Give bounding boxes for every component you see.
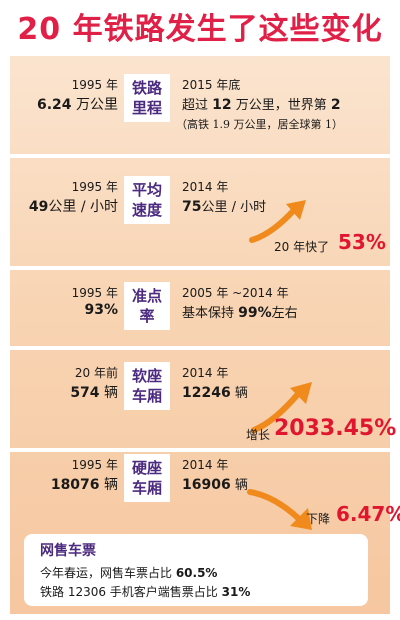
hard-seat-2014-year: 2014 年 — [182, 458, 229, 472]
soft-seat-change-label: 增长 — [246, 428, 271, 442]
mileage-1995-year: 1995 年 — [71, 78, 118, 92]
speed-change-value: 53% — [338, 230, 386, 254]
label-hard-seat-cars: 硬座 车厢 — [124, 454, 170, 502]
soft-seat-change-value: 2033.45% — [274, 416, 397, 441]
label-average-speed: 平均 速度 — [124, 176, 170, 224]
punctuality-period: 2005 年 ~2014 年 — [182, 286, 289, 300]
punctuality-recent-value: 基本保持 99%左右 — [182, 305, 298, 321]
speed-2014-value: 75公里 / 小时 — [182, 199, 267, 215]
down-arrow-icon — [247, 489, 312, 530]
up-arrow-icon — [251, 382, 312, 433]
hard-seat-1995-year: 1995 年 — [71, 458, 118, 472]
row-divider — [10, 154, 390, 158]
mileage-2015-year: 2015 年底 — [182, 78, 241, 92]
label-railway-mileage: 铁路 里程 — [124, 74, 170, 122]
up-arrow-icon — [249, 200, 306, 243]
online-ticket-share-line: 今年春运，网售车票占比 60.5% — [40, 566, 218, 580]
row-railway-mileage: 1995 年 6.24 万公里 铁路 里程 2015 年底 超过 12 万公里，… — [10, 56, 390, 154]
soft-seat-past-year: 20 年前 — [74, 366, 118, 380]
speed-1995-year: 1995 年 — [71, 180, 118, 194]
soft-seat-2014-value: 12246 辆 — [182, 385, 248, 401]
punctuality-1995-value: 93% — [84, 302, 118, 318]
row-average-speed: 1995 年 49公里 / 小时 平均 速度 2014 年 75公里 / 小时 … — [10, 158, 390, 266]
speed-2014-year: 2014 年 — [182, 180, 229, 194]
soft-seat-past-value: 574 辆 — [70, 385, 118, 401]
row-hard-seat-cars: 1995 年 18076 辆 硬座 车厢 2014 年 16906 辆 下降 6… — [10, 452, 400, 532]
hard-seat-2014-value: 16906 辆 — [182, 477, 248, 493]
hard-seat-change-value: 6.47% — [336, 502, 400, 526]
row-divider — [10, 266, 390, 270]
row-soft-seat-cars: 20 年前 574 辆 软座 车厢 2014 年 12246 辆 增长 2033… — [10, 350, 396, 448]
speed-1995-value: 49公里 / 小时 — [28, 199, 118, 215]
speed-change-label: 20 年快了 — [274, 240, 330, 254]
punctuality-1995-year: 1995 年 — [71, 286, 118, 300]
mileage-2015-value: 超过 12 万公里，世界第 2 — [182, 97, 341, 113]
hard-seat-1995-value: 18076 辆 — [50, 477, 118, 493]
row-punctuality: 1995 年 93% 准点 率 2005 年 ~2014 年 基本保持 99%左… — [10, 270, 390, 346]
mobile-ticket-share-line: 铁路 12306 手机客户端售票占比 31% — [40, 585, 251, 599]
mileage-1995-value: 6.24 万公里 — [37, 97, 118, 113]
soft-seat-2014-year: 2014 年 — [182, 366, 229, 380]
page-title: 20 年铁路发生了这些变化 — [17, 12, 383, 47]
label-punctuality: 准点 率 — [124, 282, 170, 330]
online-ticket-title: 网售车票 — [40, 543, 96, 559]
label-soft-seat-cars: 软座 车厢 — [124, 362, 170, 410]
online-ticket-box: 网售车票 今年春运，网售车票占比 60.5% 铁路 12306 手机客户端售票占… — [24, 534, 368, 606]
high-speed-note: （高铁 1.9 万公里，居全球第 1） — [176, 118, 343, 131]
hard-seat-change-label: 下降 — [306, 512, 331, 526]
row-divider — [10, 346, 390, 350]
infographic-panel: 1995 年 6.24 万公里 铁路 里程 2015 年底 超过 12 万公里，… — [10, 56, 400, 614]
row-divider — [10, 448, 390, 452]
